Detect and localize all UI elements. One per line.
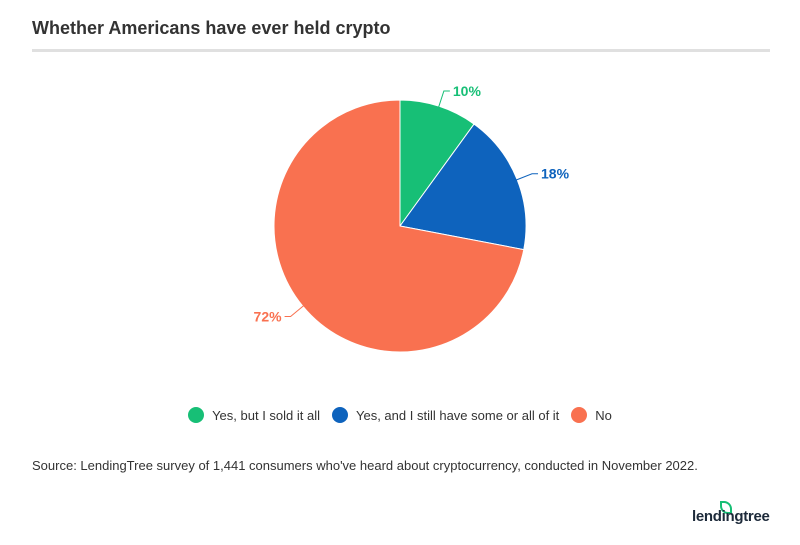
- legend-item-no[interactable]: No: [571, 407, 612, 423]
- title-divider: [32, 49, 770, 52]
- legend-dot: [571, 407, 588, 423]
- leader-line: [284, 304, 305, 318]
- legend-item-sold[interactable]: Yes, but I sold it all: [188, 407, 320, 423]
- data-label: 18%: [541, 166, 570, 182]
- legend: Yes, but I sold it all Yes, and I still …: [0, 407, 800, 423]
- legend-label: No: [595, 407, 612, 423]
- legend-dot: [188, 407, 205, 423]
- leader-line: [437, 90, 450, 109]
- leaf-icon: [720, 501, 732, 514]
- lendingtree-logo: lendingtree: [692, 508, 770, 525]
- leader-line: [515, 173, 539, 181]
- data-label: 72%: [254, 309, 283, 325]
- chart-title: Whether Americans have ever held crypto: [32, 18, 391, 38]
- legend-label: Yes, but I sold it all: [212, 407, 320, 423]
- data-label: 10%: [453, 83, 482, 99]
- legend-item-still-have[interactable]: Yes, and I still have some or all of it: [332, 407, 559, 423]
- source-note: Source: LendingTree survey of 1,441 cons…: [32, 458, 698, 473]
- legend-dot: [332, 407, 348, 423]
- pie-chart: 10% 18% 72%: [254, 83, 570, 353]
- legend-label: Yes, and I still have some or all of it: [356, 407, 560, 423]
